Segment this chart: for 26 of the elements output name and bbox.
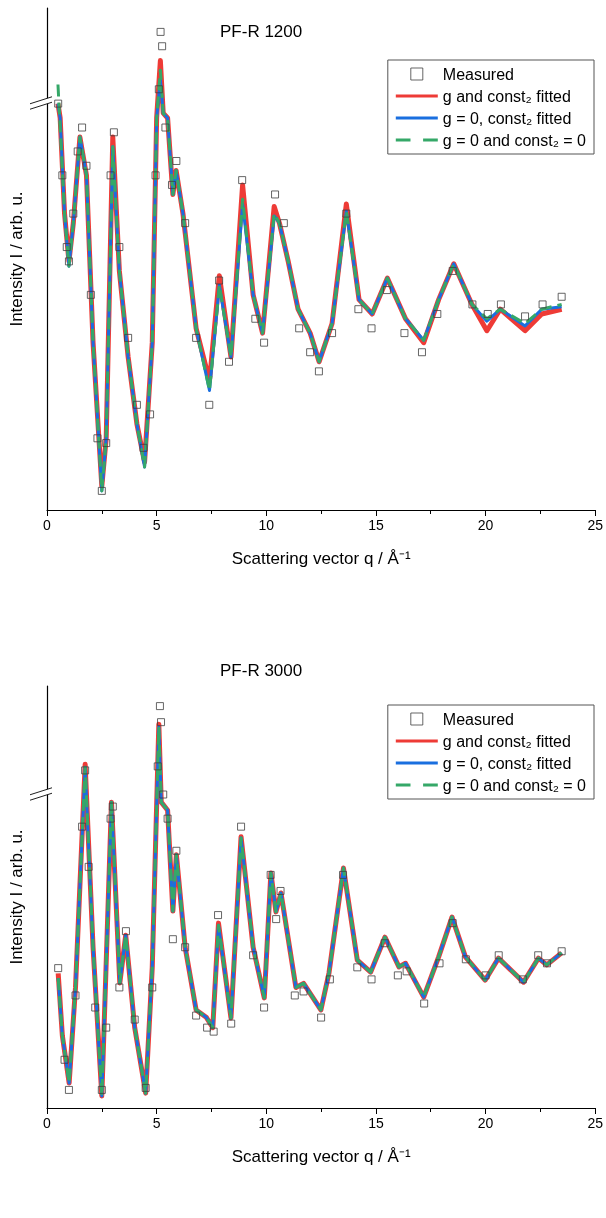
chart-title: PF-R 3000 [220,661,303,680]
legend-label: Measured [442,65,514,83]
x-tick-label: 0 [43,1115,52,1131]
legend-label: g and const₂ fitted [442,87,571,105]
x-tick-label: 15 [368,517,384,533]
x-tick-label: 25 [587,517,604,533]
legend-label: g and const₂ fitted [442,732,571,750]
x-tick-label: 10 [258,1115,275,1131]
x-tick-label: 20 [477,517,494,533]
chart-title: PF-R 1200 [220,22,303,41]
x-tick-label: 25 [587,1115,604,1131]
x-tick-label: 5 [152,1115,161,1131]
legend-label: g = 0, const₂ fitted [442,754,572,772]
y-axis-title: Intensity I / arb. u. [7,829,26,965]
x-tick-label: 15 [368,1115,384,1131]
x-tick-label: 0 [43,517,52,533]
x-tick-label: 5 [152,517,161,533]
x-axis-title: Scattering vector q / Å⁻¹ [231,1147,411,1166]
x-tick-label: 20 [477,1115,494,1131]
x-axis-title: Scattering vector q / Å⁻¹ [231,549,411,568]
legend-label: Measured [442,710,514,728]
legend-label: g = 0 and const₂ = 0 [442,131,587,149]
legend-label: g = 0, const₂ fitted [442,109,572,127]
x-tick-label: 10 [258,517,275,533]
legend-label: g = 0 and const₂ = 0 [442,776,587,794]
y-axis-title: Intensity I / arb. u. [7,191,26,327]
